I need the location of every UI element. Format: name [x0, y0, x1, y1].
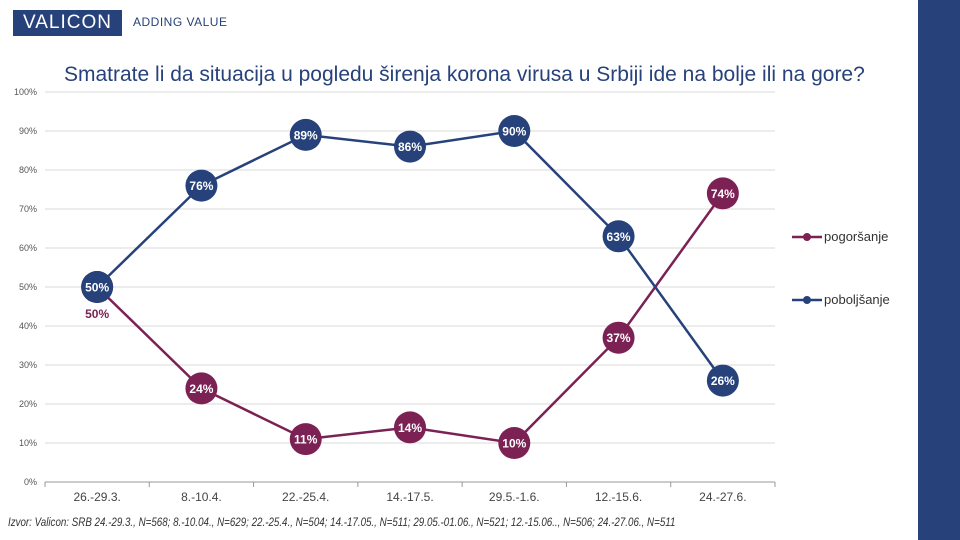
data-label: 89%	[294, 128, 318, 142]
data-point	[602, 220, 635, 253]
data-point	[81, 271, 114, 303]
y-tick-label: 30%	[19, 360, 37, 370]
data-label: 63%	[607, 230, 631, 244]
data-point	[706, 364, 739, 397]
data-label: 11%	[294, 433, 318, 447]
y-tick-label: 90%	[19, 126, 37, 136]
data-point	[602, 321, 635, 354]
x-tick-label: 12.-15.6.	[595, 490, 642, 504]
data-point	[185, 372, 218, 405]
data-label: 50%	[85, 307, 109, 321]
x-tick-label: 26.-29.3.	[73, 490, 120, 504]
y-tick-label: 40%	[19, 321, 37, 331]
data-label: 14%	[398, 421, 422, 435]
x-tick-label: 29.5.-1.6.	[489, 490, 540, 504]
data-point	[185, 169, 218, 202]
data-label: 86%	[398, 140, 422, 154]
legend-marker-poboljsanje	[792, 295, 822, 304]
legend-marker-pogorsanje	[792, 232, 822, 241]
data-label: 76%	[189, 179, 213, 193]
data-point	[289, 423, 322, 456]
x-tick-label: 24.-27.6.	[699, 490, 746, 504]
data-point	[498, 427, 531, 459]
data-point	[706, 177, 739, 210]
legend-item-pogorsanje: pogoršanje	[792, 229, 888, 244]
data-label: 74%	[711, 187, 735, 201]
x-tick-label: 8.-10.4.	[181, 490, 222, 504]
data-label: 26%	[711, 374, 735, 388]
y-tick-label: 60%	[19, 243, 37, 253]
y-tick-label: 80%	[19, 165, 37, 175]
data-point	[394, 411, 426, 444]
legend-label: pogoršanje	[824, 229, 889, 244]
data-point	[394, 130, 426, 163]
y-tick-label: 10%	[19, 438, 37, 448]
y-tick-label: 50%	[19, 282, 37, 292]
data-label: 24%	[189, 382, 213, 396]
x-tick-label: 22.-25.4.	[282, 490, 329, 504]
data-label: 50%	[85, 281, 109, 295]
data-label: 10%	[502, 437, 526, 451]
chart-title: Smatrate li da situacija u pogledu širen…	[64, 63, 865, 86]
legend-item-poboljsanje: poboljšanje	[792, 292, 890, 307]
data-label: 90%	[502, 125, 526, 139]
data-point	[498, 115, 531, 147]
y-tick-label: 20%	[19, 399, 37, 409]
brand-sidebar	[918, 0, 960, 540]
data-label: 37%	[607, 331, 631, 345]
x-tick-label: 14.-17.5.	[386, 490, 433, 504]
y-tick-label: 70%	[19, 204, 37, 214]
legend-label: poboljšanje	[824, 292, 890, 307]
source-note: Izvor: Valicon: SRB 24.-29.3., N=568; 8.…	[8, 517, 676, 529]
data-point	[289, 118, 322, 151]
valicon-logo: VALICON	[13, 10, 122, 36]
tagline: ADDING VALUE	[133, 15, 228, 29]
y-tick-label: 0%	[24, 477, 37, 487]
y-tick-label: 100%	[14, 87, 37, 97]
